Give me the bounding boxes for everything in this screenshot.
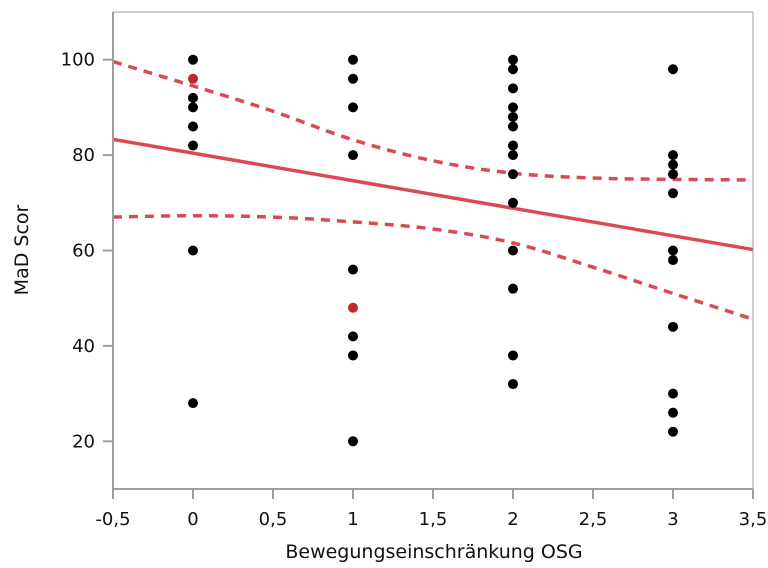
- data-point: [508, 379, 518, 390]
- data-point: [668, 245, 678, 256]
- y-tick-label: 80: [72, 145, 95, 166]
- y-tick-label: 60: [72, 241, 95, 262]
- data-point: [508, 283, 518, 294]
- confidence-upper-line: [112, 59, 754, 182]
- data-point: [508, 150, 518, 161]
- x-tick-label: 0,5: [259, 509, 288, 530]
- data-point: [508, 140, 518, 151]
- y-tick-label: 20: [72, 431, 95, 452]
- y-axis-title: MaD Scor: [11, 204, 33, 295]
- data-point: [348, 436, 358, 447]
- plot-area: [112, 54, 754, 447]
- data-point: [508, 197, 518, 208]
- y-tick-label: 100: [61, 50, 95, 71]
- confidence-lower-line: [112, 213, 754, 321]
- data-point: [188, 54, 198, 65]
- x-tick-label: -0,5: [95, 509, 130, 530]
- x-tick-label: 1,5: [419, 509, 448, 530]
- data-point: [668, 321, 678, 332]
- data-point: [188, 121, 198, 132]
- highlighted-data-point: [348, 302, 358, 313]
- x-tick-label: 3,5: [739, 509, 768, 530]
- data-point: [508, 169, 518, 180]
- data-point: [188, 398, 198, 409]
- highlighted-data-point: [188, 73, 198, 84]
- data-point: [508, 64, 518, 75]
- data-point: [348, 350, 358, 361]
- data-point: [348, 331, 358, 342]
- data-point: [508, 54, 518, 65]
- y-tick-label: 40: [72, 336, 95, 357]
- x-axis-title: Bewegungseinschränkung OSG: [285, 541, 582, 563]
- data-point: [188, 140, 198, 151]
- x-tick-label: 2: [507, 509, 518, 530]
- data-point: [668, 64, 678, 75]
- data-point: [668, 159, 678, 170]
- data-point: [348, 73, 358, 84]
- data-point: [668, 255, 678, 266]
- data-point: [668, 407, 678, 418]
- data-point: [668, 150, 678, 161]
- data-point: [188, 245, 198, 256]
- data-point: [508, 83, 518, 94]
- x-tick-label: 1: [347, 509, 358, 530]
- data-point: [508, 121, 518, 132]
- data-point: [668, 426, 678, 437]
- x-tick-label: 2,5: [579, 509, 608, 530]
- data-point: [508, 111, 518, 122]
- regression-line: [112, 137, 754, 252]
- data-point: [188, 102, 198, 113]
- data-point: [348, 150, 358, 161]
- data-point: [348, 54, 358, 65]
- data-point: [508, 102, 518, 113]
- x-tick-label: 0: [187, 509, 198, 530]
- x-tick-label: 3: [667, 509, 678, 530]
- data-point: [668, 169, 678, 180]
- data-point: [348, 264, 358, 275]
- data-point: [348, 102, 358, 113]
- axes: -0,5 0 0,5 1 1,5 2 2,5 3 3,5 20 40 60 80 100: [61, 11, 768, 530]
- data-point: [668, 388, 678, 399]
- data-point: [508, 350, 518, 361]
- data-point: [188, 92, 198, 103]
- data-point: [668, 188, 678, 199]
- data-point: [508, 245, 518, 256]
